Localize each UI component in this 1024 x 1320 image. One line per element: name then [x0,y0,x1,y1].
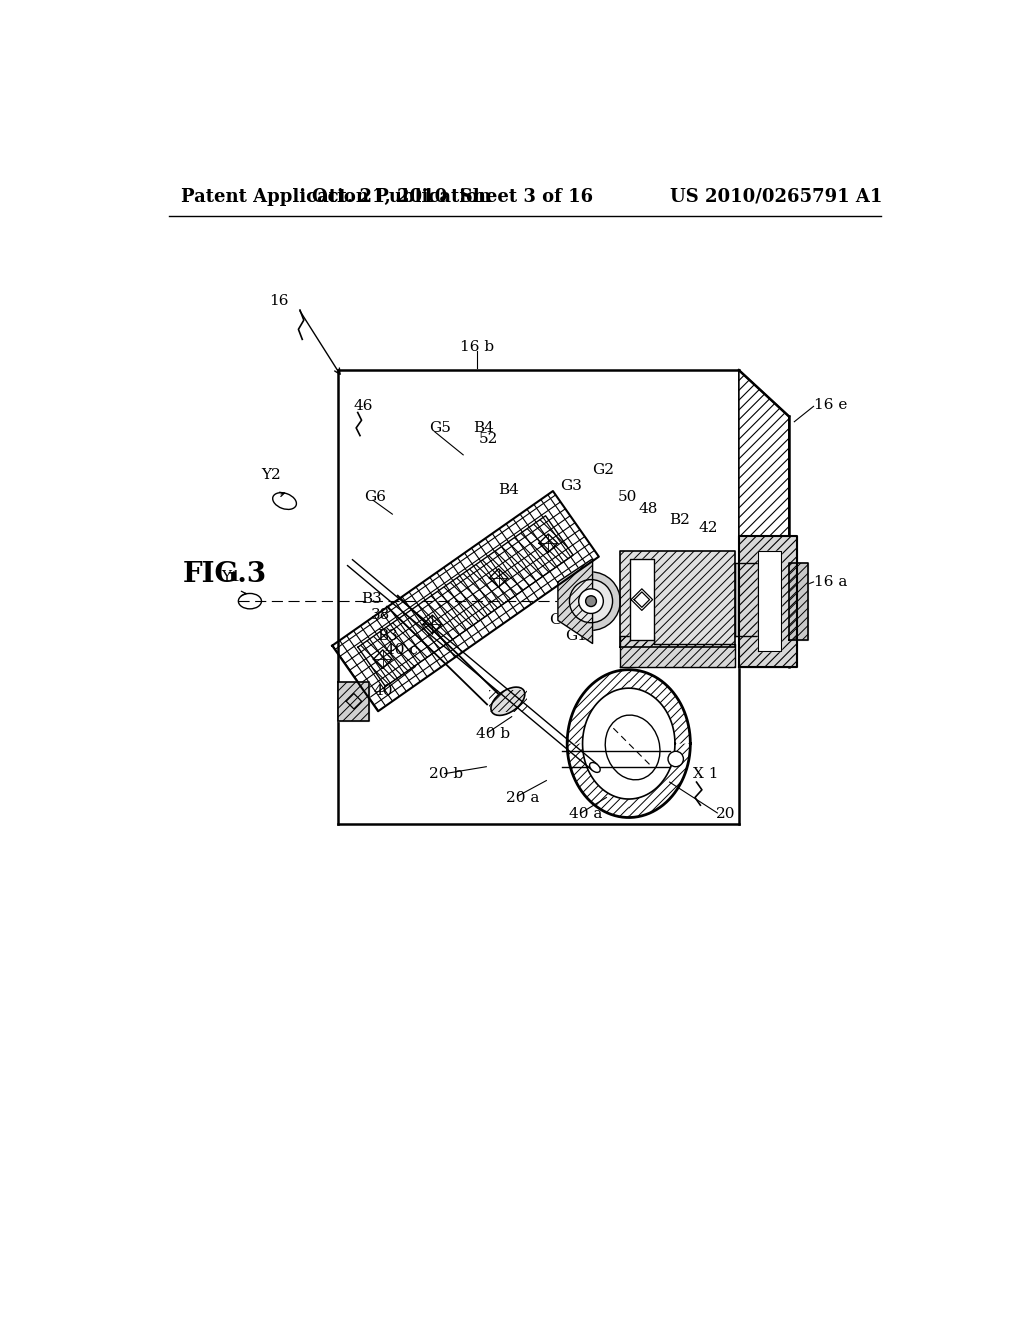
Text: Y2: Y2 [261,467,282,482]
Text: US 2010/0265791 A1: US 2010/0265791 A1 [670,187,882,206]
Text: Patent Application Publication: Patent Application Publication [180,187,490,206]
Polygon shape [620,552,735,647]
Text: 16 a: 16 a [814,576,848,589]
Polygon shape [620,636,735,667]
Ellipse shape [490,688,524,715]
Polygon shape [332,491,599,711]
Polygon shape [620,552,735,647]
Text: 40 a: 40 a [569,808,603,821]
Text: 38: 38 [371,609,390,622]
Polygon shape [629,669,690,743]
Polygon shape [758,552,781,651]
Text: G6: G6 [364,490,386,504]
Text: 20 b: 20 b [429,767,464,781]
Text: 40 c: 40 c [385,643,418,656]
Ellipse shape [590,763,600,772]
Polygon shape [567,743,629,817]
Text: G3: G3 [560,479,582,492]
Text: B3: B3 [377,628,397,643]
Text: 50: 50 [617,490,637,504]
Text: 42: 42 [698,521,718,535]
Polygon shape [739,536,797,667]
Polygon shape [739,536,797,667]
Text: B4: B4 [499,483,519,496]
Text: Y1: Y1 [221,570,241,585]
Text: B3: B3 [361,591,382,606]
Polygon shape [630,558,654,640]
Text: B4: B4 [473,421,495,434]
Text: 16 e: 16 e [814,397,848,412]
Polygon shape [567,669,629,743]
Polygon shape [558,558,593,644]
Polygon shape [558,558,593,644]
Text: G1: G1 [565,628,588,643]
Text: 46: 46 [354,400,374,413]
Polygon shape [735,562,758,636]
Polygon shape [339,682,370,721]
Polygon shape [358,516,573,686]
Polygon shape [629,743,690,817]
Text: 16 b: 16 b [460,341,495,354]
Text: 16: 16 [269,294,289,308]
Circle shape [579,589,603,614]
Text: 40 b: 40 b [475,726,510,741]
Text: 48: 48 [639,502,658,516]
Text: 52: 52 [478,433,498,446]
Text: G5: G5 [429,421,452,434]
Text: FIG.3: FIG.3 [183,561,267,587]
Text: G4: G4 [549,614,570,627]
Circle shape [668,751,683,767]
Polygon shape [788,562,808,640]
Circle shape [586,595,596,607]
Polygon shape [620,636,735,667]
Circle shape [562,572,621,631]
Text: Oct. 21, 2010  Sheet 3 of 16: Oct. 21, 2010 Sheet 3 of 16 [312,187,593,206]
Text: G2: G2 [593,463,614,478]
Circle shape [569,579,612,623]
Polygon shape [339,682,370,721]
Polygon shape [739,370,788,667]
Text: 20 a: 20 a [506,791,540,804]
Text: 40: 40 [373,684,392,698]
Text: B2: B2 [670,513,690,527]
Polygon shape [488,690,527,711]
Polygon shape [788,562,808,640]
Text: X 1: X 1 [692,767,718,781]
Polygon shape [332,491,599,711]
Text: 20: 20 [716,808,735,821]
